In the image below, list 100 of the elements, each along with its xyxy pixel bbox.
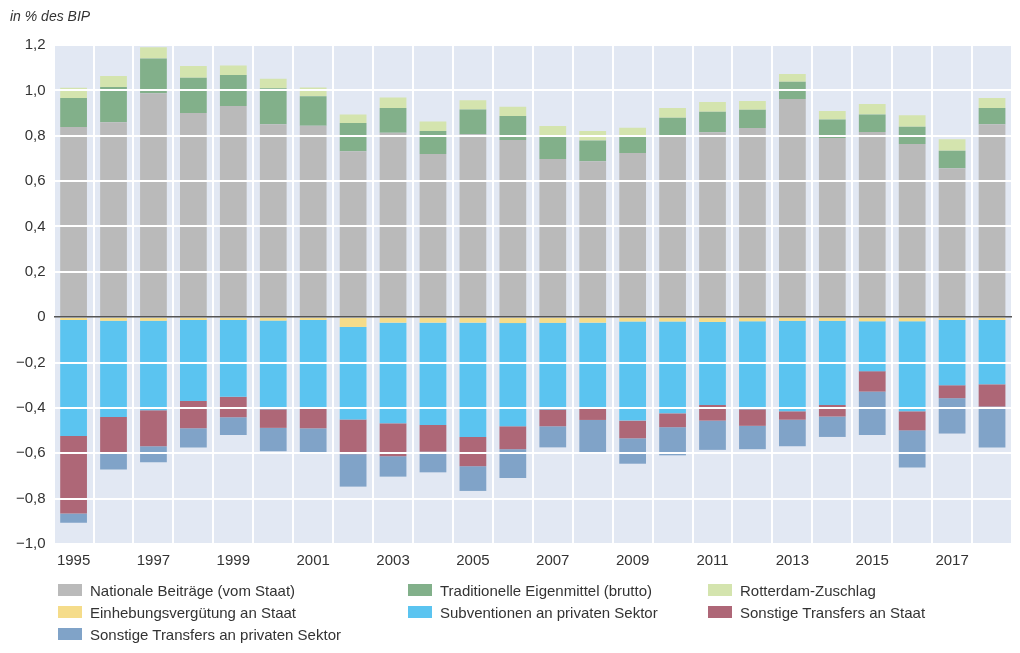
bar bbox=[739, 409, 766, 426]
bar bbox=[299, 428, 327, 454]
bar bbox=[858, 317, 886, 322]
bar bbox=[778, 98, 806, 317]
bar bbox=[379, 97, 407, 109]
bar bbox=[699, 404, 726, 421]
bar bbox=[699, 420, 726, 450]
bar bbox=[100, 320, 127, 417]
y-axis-title: in % des BIP bbox=[10, 8, 92, 26]
bar bbox=[539, 426, 567, 448]
bar bbox=[659, 321, 686, 414]
bar bbox=[499, 323, 527, 427]
legend-label: Rotterdam-Zuschlag bbox=[740, 581, 876, 599]
bar bbox=[938, 319, 966, 386]
bar bbox=[858, 321, 886, 372]
bar bbox=[978, 124, 1006, 317]
bar bbox=[539, 125, 567, 136]
bar bbox=[818, 111, 846, 120]
bar bbox=[699, 321, 726, 405]
bar bbox=[858, 371, 886, 392]
bar bbox=[858, 114, 886, 133]
bar bbox=[459, 317, 487, 323]
bar bbox=[459, 322, 487, 437]
bar bbox=[140, 47, 167, 59]
bar bbox=[259, 88, 287, 125]
bar bbox=[938, 139, 966, 151]
bar bbox=[299, 96, 327, 126]
legend-label: Nationale Beiträge (vom Staat) bbox=[90, 581, 296, 599]
bar bbox=[898, 144, 926, 317]
bar bbox=[778, 411, 806, 420]
bar bbox=[978, 108, 1006, 125]
x-tick-label: 2003 bbox=[376, 551, 410, 569]
bar bbox=[898, 430, 926, 468]
bar bbox=[180, 428, 207, 448]
bar bbox=[100, 122, 127, 317]
bar bbox=[100, 76, 127, 87]
bar bbox=[100, 453, 127, 470]
bar bbox=[339, 123, 367, 152]
bar bbox=[699, 101, 726, 112]
y-tick-label: −0,4 bbox=[15, 398, 46, 416]
bar bbox=[60, 319, 87, 437]
bar bbox=[619, 136, 647, 153]
bar bbox=[259, 317, 287, 321]
x-tick-label: 2013 bbox=[775, 551, 810, 569]
bar bbox=[499, 426, 527, 450]
bar bbox=[539, 409, 567, 427]
bar bbox=[259, 78, 287, 89]
bar bbox=[100, 416, 127, 454]
x-tick-label: 1995 bbox=[56, 551, 91, 569]
y-tick-label: 0,2 bbox=[24, 261, 46, 279]
bar bbox=[180, 400, 207, 429]
bar bbox=[339, 317, 367, 327]
bar bbox=[339, 454, 367, 487]
x-tick-label: 2017 bbox=[935, 551, 969, 569]
bar bbox=[419, 424, 447, 452]
y-tick-label: 0 bbox=[37, 307, 46, 325]
y-tick-label: −1,0 bbox=[15, 534, 46, 552]
bar bbox=[60, 436, 87, 514]
bar bbox=[619, 152, 647, 317]
bar bbox=[499, 115, 527, 141]
bar bbox=[459, 436, 487, 467]
bar bbox=[659, 108, 686, 118]
x-tick-label: 2005 bbox=[456, 551, 490, 569]
bar bbox=[898, 317, 926, 322]
bar bbox=[219, 106, 247, 317]
bar bbox=[499, 449, 527, 478]
bar bbox=[739, 101, 766, 110]
bar bbox=[339, 326, 367, 420]
bar bbox=[938, 150, 966, 169]
bar bbox=[100, 317, 127, 321]
bar bbox=[219, 417, 247, 435]
bar bbox=[419, 121, 447, 131]
bar bbox=[140, 58, 167, 94]
bar bbox=[180, 319, 207, 401]
bar bbox=[539, 317, 567, 323]
bar bbox=[818, 320, 846, 405]
bar bbox=[619, 321, 647, 421]
bar bbox=[219, 65, 247, 75]
bar bbox=[60, 513, 87, 523]
bar bbox=[619, 420, 647, 439]
x-tick-label: 2009 bbox=[615, 551, 650, 569]
bar bbox=[499, 106, 527, 116]
bar bbox=[259, 320, 287, 410]
bar bbox=[180, 77, 207, 114]
x-tick-label: 1999 bbox=[216, 551, 250, 569]
bar bbox=[539, 135, 567, 160]
bar bbox=[739, 425, 766, 450]
bar bbox=[818, 138, 846, 317]
bar bbox=[818, 416, 846, 437]
bar bbox=[978, 98, 1006, 109]
bar bbox=[259, 124, 287, 317]
bar bbox=[659, 413, 686, 428]
bar bbox=[898, 321, 926, 412]
bar bbox=[379, 317, 407, 323]
bar bbox=[339, 419, 367, 455]
legend-label: Traditionelle Eigenmittel (brutto) bbox=[440, 581, 653, 599]
x-tick-label: 2011 bbox=[696, 551, 729, 569]
bar bbox=[419, 154, 447, 317]
bar bbox=[259, 427, 287, 452]
y-tick-label: 0,8 bbox=[24, 125, 46, 143]
